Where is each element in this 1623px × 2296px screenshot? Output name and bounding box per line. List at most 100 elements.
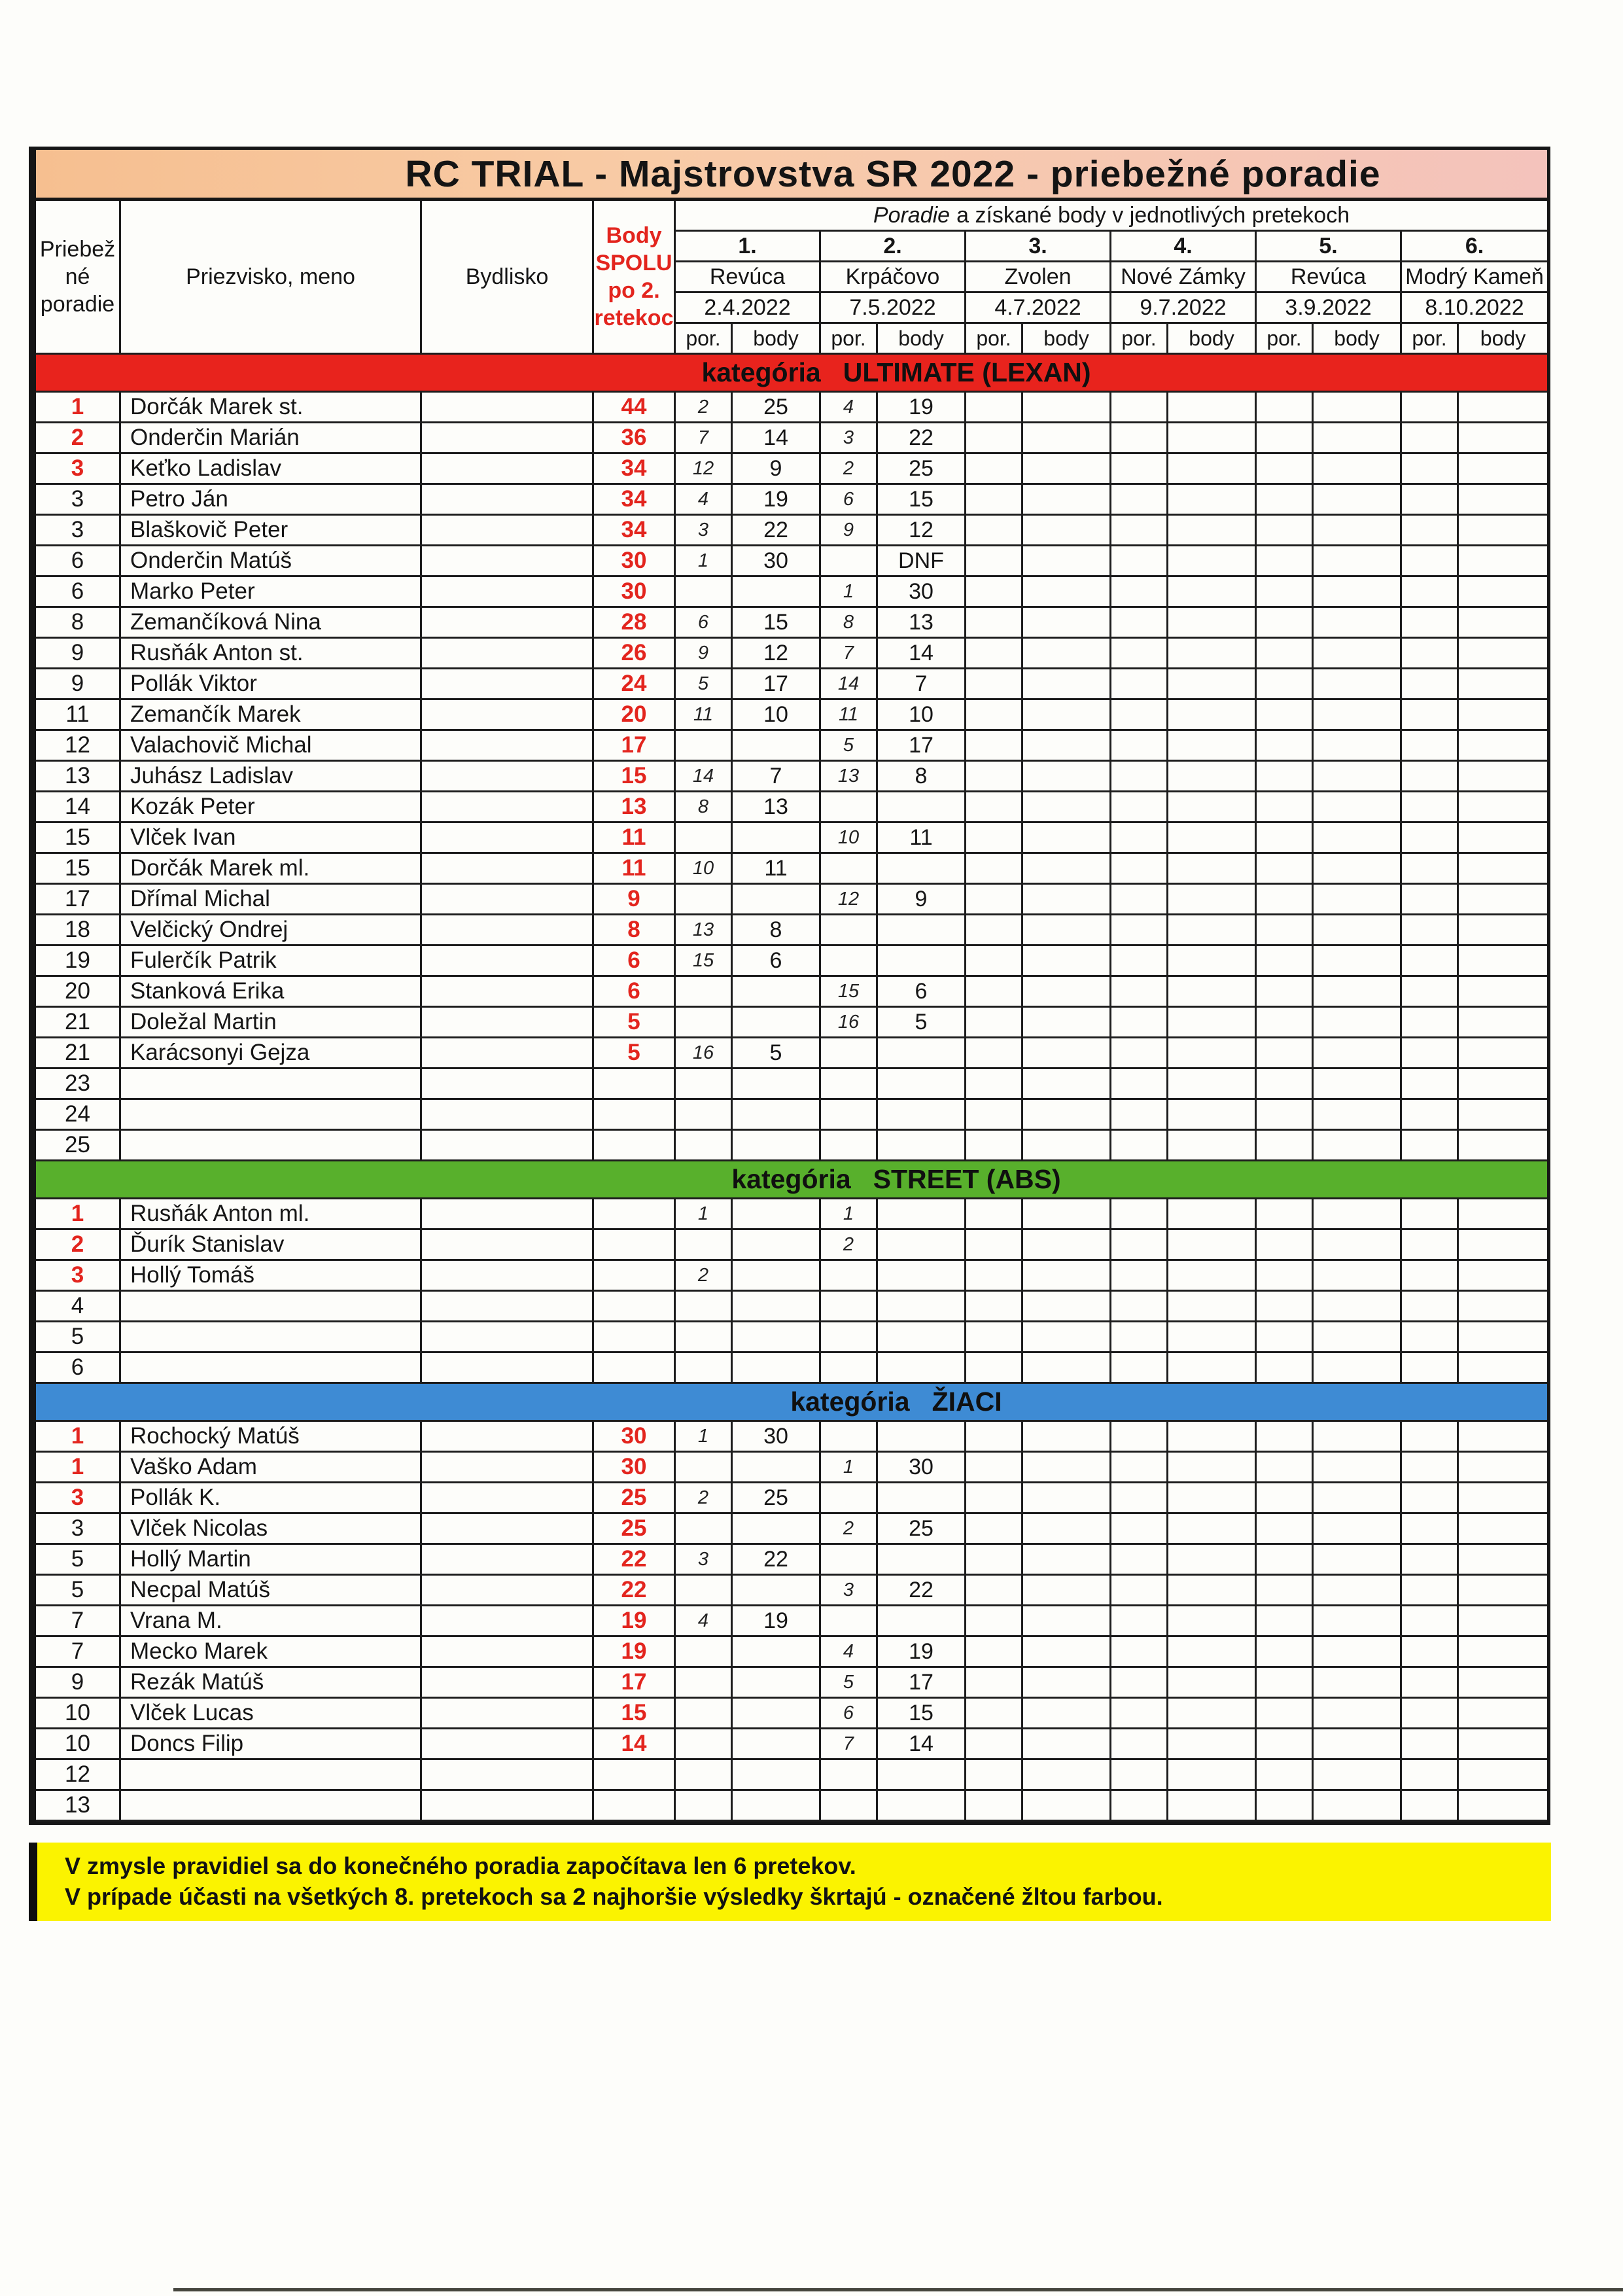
race-points-cell [1314, 1453, 1402, 1483]
race-place-header: Modrý Kameň [1402, 262, 1547, 293]
rank-cell: 17 [36, 885, 121, 915]
race-points-cell [1023, 1453, 1111, 1483]
race-pos-cell [1111, 608, 1168, 639]
name-cell: Mecko Marek [121, 1637, 422, 1668]
rank-cell: 15 [36, 854, 121, 885]
race-points-cell: 6 [878, 977, 966, 1008]
race-points-cell [1023, 577, 1111, 608]
race-pos-cell [1111, 1199, 1168, 1230]
rank-cell: 10 [36, 1729, 121, 1760]
race-pos-cell [1111, 977, 1168, 1008]
race-points-cell [1168, 854, 1257, 885]
scan-edge-artifact [173, 2288, 1623, 2291]
race-pos-cell [821, 1760, 878, 1791]
race-points-cell [1459, 1100, 1547, 1131]
race-pos-cell [966, 823, 1023, 854]
race-pos-cell [1111, 1791, 1168, 1822]
race-points-cell [1023, 1637, 1111, 1668]
race-pos-cell [1111, 577, 1168, 608]
race-points-cell [1459, 1576, 1547, 1606]
name-cell: Velčický Ondrej [121, 915, 422, 946]
race-points-cell [1168, 1038, 1257, 1069]
race-points-cell [878, 946, 966, 977]
race-pos-cell [966, 639, 1023, 669]
category-band-prefix: kategória [701, 357, 821, 387]
category-band-street: kategória STREET (ABS) [36, 1161, 1547, 1199]
race-pos-cell: 15 [821, 977, 878, 1008]
name-cell: Kozák Peter [121, 792, 422, 823]
name-cell: Dorčák Marek ml. [121, 854, 422, 885]
race-pos-cell [1257, 423, 1314, 454]
race-points-cell [1023, 977, 1111, 1008]
race-pos-cell: 2 [676, 1261, 733, 1292]
category-band-prefix: kategória [731, 1164, 851, 1194]
race-pos-cell [676, 577, 733, 608]
race-points-cell [878, 1230, 966, 1261]
race-points-cell [1023, 1606, 1111, 1637]
residence-cell [422, 854, 594, 885]
total-points-cell: 17 [594, 1668, 676, 1699]
race-pos-cell [1111, 1008, 1168, 1038]
rank-column-header-line: Priebež [39, 237, 116, 262]
rank-cell: 3 [36, 1483, 121, 1514]
race-points-cell [878, 1069, 966, 1100]
race-points-cell [1023, 1760, 1111, 1791]
name-cell: Rusňák Anton ml. [121, 1199, 422, 1230]
race-pos-cell [1257, 1668, 1314, 1699]
total-points-cell [594, 1760, 676, 1791]
race-points-cell [1023, 1131, 1111, 1161]
total-points-cell: 22 [594, 1545, 676, 1576]
race-points-cell: 10 [733, 700, 821, 731]
total-points-column-header: Body SPOLU po 2. pretekoch [594, 201, 676, 355]
race-points-cell [1314, 639, 1402, 669]
race-date-header: 3.9.2022 [1257, 293, 1402, 324]
race-pos-cell [676, 977, 733, 1008]
race-pos-cell [676, 1699, 733, 1729]
race-pos-cell: 1 [821, 1453, 878, 1483]
race-points-cell [1023, 1008, 1111, 1038]
race-pos-cell [966, 946, 1023, 977]
race-pos-cell: 9 [676, 639, 733, 669]
race-points-cell [1459, 792, 1547, 823]
total-header-line: SPOLU [595, 251, 672, 275]
total-points-cell: 30 [594, 546, 676, 577]
race-pos-cell: 2 [821, 1514, 878, 1545]
race-points-cell [733, 1791, 821, 1822]
total-header-line: pretekoch [594, 306, 674, 330]
race-pos-cell: 12 [821, 885, 878, 915]
race-points-cell: 30 [733, 1422, 821, 1453]
race-pos-cell [1402, 1576, 1459, 1606]
rank-cell: 3 [36, 1261, 121, 1292]
race-pos-cell [1402, 731, 1459, 762]
residence-cell [422, 516, 594, 546]
race-pos-cell [1257, 1637, 1314, 1668]
total-points-cell: 19 [594, 1637, 676, 1668]
race-points-cell [1459, 1791, 1547, 1822]
residence-cell [422, 1008, 594, 1038]
residence-cell [422, 885, 594, 915]
race-pos-header: por. [1111, 324, 1168, 355]
race-points-cell [1023, 1230, 1111, 1261]
rank-cell: 14 [36, 792, 121, 823]
race-pos-cell: 16 [676, 1038, 733, 1069]
race-points-cell [733, 1576, 821, 1606]
race-pos-cell [966, 977, 1023, 1008]
total-points-cell: 20 [594, 700, 676, 731]
race-points-cell [1023, 1261, 1111, 1292]
race-points-cell [733, 1353, 821, 1384]
race-pos-cell [966, 1422, 1023, 1453]
race-points-cell [733, 1760, 821, 1791]
race-pos-cell [1402, 1699, 1459, 1729]
race-pos-cell [821, 1038, 878, 1069]
residence-cell [422, 1606, 594, 1637]
race-pos-cell [821, 1606, 878, 1637]
total-points-cell: 13 [594, 792, 676, 823]
residence-cell [422, 1545, 594, 1576]
race-pos-cell [1111, 1100, 1168, 1131]
race-pos-cell [1402, 393, 1459, 423]
residence-cell [422, 731, 594, 762]
name-cell [121, 1131, 422, 1161]
race-pos-cell [1402, 1637, 1459, 1668]
race-points-cell [1314, 731, 1402, 762]
race-pos-cell: 3 [676, 1545, 733, 1576]
